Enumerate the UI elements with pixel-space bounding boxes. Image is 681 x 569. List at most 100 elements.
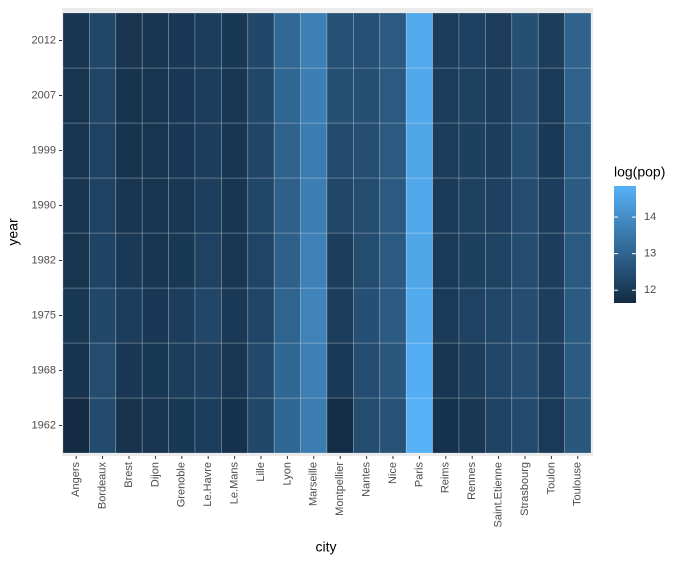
tile [115,12,143,69]
tile [141,67,169,124]
tile [89,67,117,124]
tile [353,397,381,454]
tile [432,122,460,179]
tile [168,67,196,124]
tile [168,122,196,179]
tile [221,232,249,289]
tile [300,122,328,179]
tile [62,67,90,124]
tile [300,232,328,289]
tile [326,342,354,399]
tile [194,397,222,454]
tile [458,177,486,234]
tile [405,287,433,344]
tile [62,122,90,179]
tile [326,12,354,69]
y-tick-label: 1962 [32,419,56,431]
y-tick-label: 2007 [32,89,56,101]
tile [89,287,117,344]
tile [405,397,433,454]
tile [221,397,249,454]
tile [89,177,117,234]
tile [221,342,249,399]
tile [168,342,196,399]
tile [485,287,513,344]
tile [405,177,433,234]
tile [537,397,565,454]
tile [273,342,301,399]
tile [62,287,90,344]
tile [432,12,460,69]
tile [194,342,222,399]
tile [511,12,539,69]
tile [141,397,169,454]
tile [300,67,328,124]
tile [432,397,460,454]
tile [485,177,513,234]
tile [564,232,592,289]
tile [353,287,381,344]
tile [379,177,407,234]
tile [273,12,301,69]
tile [273,177,301,234]
tile [458,122,486,179]
tile [537,342,565,399]
tile [511,177,539,234]
legend-label: 14 [644,211,656,223]
tile [247,232,275,289]
tile [511,397,539,454]
tile [168,397,196,454]
tile [62,397,90,454]
tile [537,122,565,179]
tile [353,177,381,234]
tile [273,67,301,124]
x-tick-label: Marseille [308,462,320,506]
tile [194,177,222,234]
tile [379,342,407,399]
tile [89,397,117,454]
x-tick-label: Lille [255,462,267,482]
tile [564,122,592,179]
tile [564,177,592,234]
tile [300,397,328,454]
tile [405,122,433,179]
tile [247,12,275,69]
tile [89,342,117,399]
tile [326,232,354,289]
tile [300,287,328,344]
tile [537,232,565,289]
x-tick-label: Rennes [466,462,478,500]
tile [379,122,407,179]
y-tick-label: 1982 [32,254,56,266]
tile [564,287,592,344]
tile [326,177,354,234]
tile [432,287,460,344]
x-tick-label: Dijon [149,462,161,487]
tile [485,232,513,289]
tile [326,287,354,344]
tile [221,177,249,234]
tile [511,122,539,179]
tile [537,67,565,124]
x-axis-title: city [316,539,337,555]
tile [485,67,513,124]
tile [458,397,486,454]
tile [273,232,301,289]
x-tick-label: Bordeaux [97,462,109,510]
x-tick-label: Toulouse [572,462,584,506]
tile [326,122,354,179]
tile [511,67,539,124]
legend-title: log(pop) [614,164,665,180]
y-tick-label: 1990 [32,199,56,211]
tile [537,287,565,344]
tile [89,232,117,289]
tile [115,67,143,124]
tile [405,232,433,289]
tile [458,287,486,344]
tile [115,122,143,179]
x-tick-label: Nantes [361,462,373,497]
tile [141,122,169,179]
tile [300,342,328,399]
tile [564,67,592,124]
tile [432,67,460,124]
